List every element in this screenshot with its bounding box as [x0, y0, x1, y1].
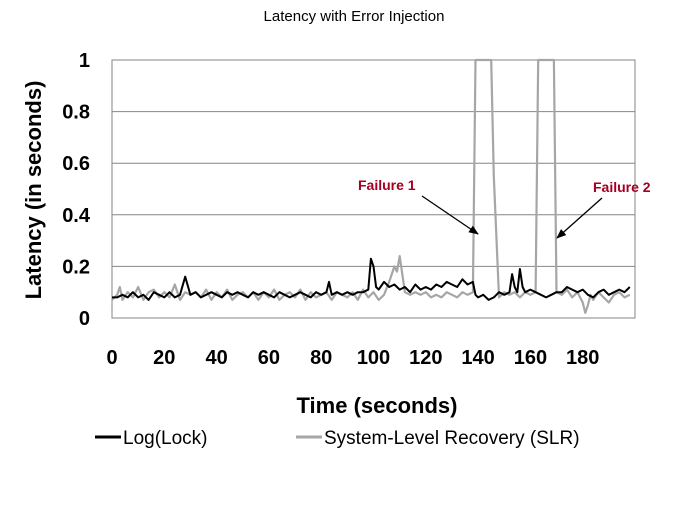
- y-tick-label: 0: [79, 308, 90, 330]
- y-tick-label: 0.6: [62, 153, 90, 175]
- y-tick-labels: 0 0.2 0.4 0.6 0.8 1: [62, 50, 91, 330]
- annotation-failure-1: Failure 1: [358, 177, 416, 193]
- x-tick-label: 140: [461, 347, 494, 369]
- x-tick-label: 20: [153, 347, 175, 369]
- x-tick-label: 60: [258, 347, 280, 369]
- y-axis-label: Latency (in seconds): [21, 81, 46, 300]
- plot-area-border: [111, 59, 636, 319]
- x-tick-label: 100: [357, 347, 390, 369]
- y-tick-label: 0.2: [62, 256, 90, 278]
- annotation-failure-2: Failure 2: [593, 179, 651, 195]
- x-tick-label: 160: [514, 347, 547, 369]
- x-tick-label: 180: [566, 347, 599, 369]
- legend-label-slr: System-Level Recovery (SLR): [324, 428, 580, 449]
- y-tick-label: 1: [79, 50, 90, 72]
- annotation-arrow-failure-2: [556, 197, 603, 239]
- series-line-slr: [111, 58, 631, 314]
- y-tick-label: 0.8: [62, 102, 90, 124]
- x-tick-labels: 0 20 40 60 80 100 120 140 160 180: [106, 347, 599, 369]
- x-tick-label: 120: [409, 347, 442, 369]
- x-axis-label: Time (seconds): [297, 393, 458, 418]
- x-tick-label: 40: [205, 347, 227, 369]
- legend-label-log-lock: Log(Lock): [123, 428, 208, 449]
- chart-title: Latency with Error Injection: [264, 8, 445, 25]
- series-lines: [111, 58, 631, 314]
- y-tick-label: 0.4: [62, 205, 91, 227]
- x-tick-label: 0: [106, 347, 117, 369]
- annotations: Failure 1 Failure 2: [358, 177, 651, 239]
- x-tick-label: 80: [310, 347, 332, 369]
- legend: Log(Lock) System-Level Recovery (SLR): [95, 428, 580, 449]
- series-line-log-lock: [112, 257, 631, 301]
- annotation-arrow-failure-1: [421, 195, 479, 235]
